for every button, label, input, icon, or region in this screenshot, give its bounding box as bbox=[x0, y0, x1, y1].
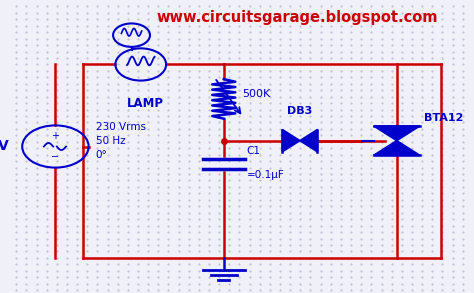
Text: −: − bbox=[51, 152, 60, 163]
Text: V: V bbox=[0, 139, 9, 154]
Text: LAMP: LAMP bbox=[127, 97, 164, 110]
Polygon shape bbox=[374, 141, 420, 155]
Text: 500K: 500K bbox=[242, 89, 271, 100]
Text: =0.1μF: =0.1μF bbox=[247, 170, 284, 180]
Text: BTA12: BTA12 bbox=[424, 113, 464, 123]
Text: www.circuitsgarage.blogspot.com: www.circuitsgarage.blogspot.com bbox=[157, 10, 438, 25]
Polygon shape bbox=[283, 130, 300, 152]
Text: 230 Vrms
50 Hz
0°: 230 Vrms 50 Hz 0° bbox=[96, 122, 146, 160]
Text: C1: C1 bbox=[247, 146, 261, 156]
Text: DB3: DB3 bbox=[287, 106, 312, 116]
Polygon shape bbox=[300, 130, 318, 152]
Polygon shape bbox=[374, 126, 420, 141]
Text: +: + bbox=[52, 130, 59, 141]
